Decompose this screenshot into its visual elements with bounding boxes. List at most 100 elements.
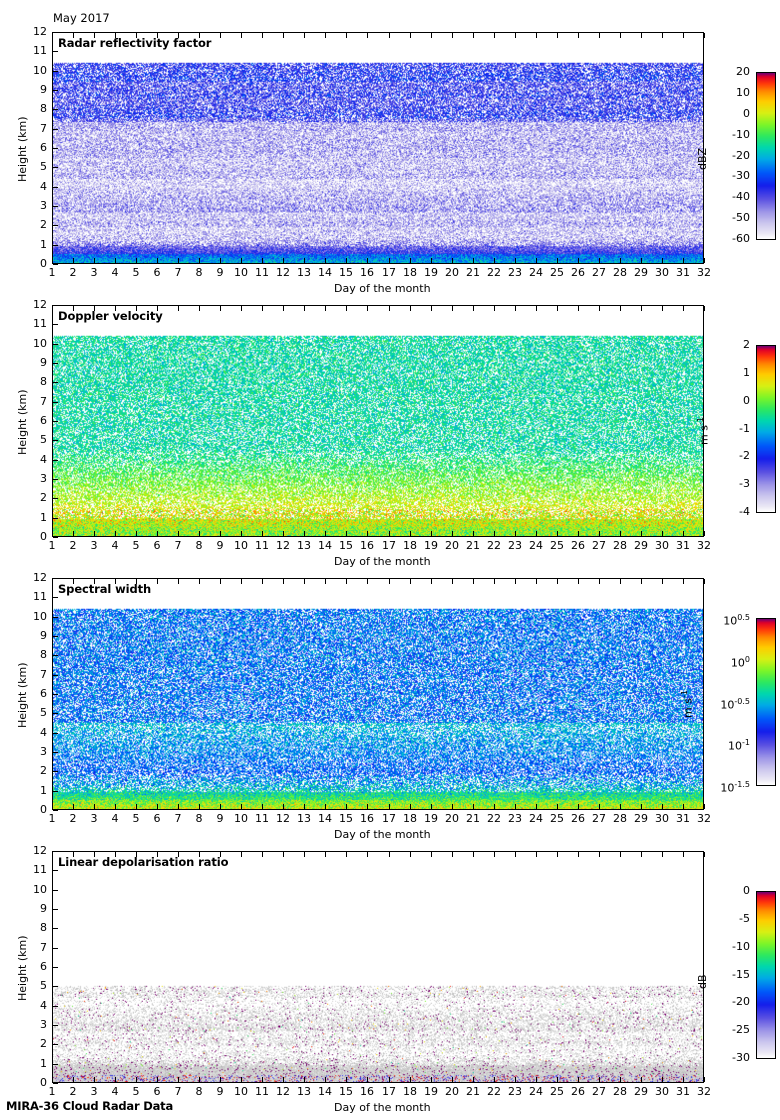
x-tick-mark-top	[52, 33, 53, 38]
x-tick-mark-top	[704, 33, 705, 38]
x-tick-mark	[494, 804, 495, 809]
x-tick-mark-top	[557, 33, 558, 38]
colorbar-tick-label: -10	[732, 128, 750, 141]
y-tick-label: 0	[40, 1076, 47, 1089]
x-tick-mark	[178, 804, 179, 809]
x-tick-mark-top	[494, 306, 495, 311]
x-tick-label: 24	[529, 812, 543, 825]
y-tick-label: 7	[40, 122, 47, 135]
y-tick-mark	[53, 909, 58, 910]
x-tick-mark	[115, 258, 116, 263]
x-tick-mark-top	[94, 579, 95, 584]
x-tick-mark	[283, 1077, 284, 1082]
x-tick-mark	[94, 1077, 95, 1082]
y-tick-mark	[53, 1006, 58, 1007]
x-tick-mark	[641, 1077, 642, 1082]
y-tick-label: 6	[40, 141, 47, 154]
y-tick-label: 5	[40, 979, 47, 992]
x-tick-mark	[346, 804, 347, 809]
colorbar-tick-label: -40	[732, 190, 750, 203]
x-tick-mark-top	[94, 33, 95, 38]
y-tick-label: 11	[33, 44, 47, 57]
x-tick-mark-top	[683, 33, 684, 38]
y-tick-label: 2	[40, 764, 47, 777]
x-tick-mark-top	[578, 33, 579, 38]
x-tick-mark	[599, 804, 600, 809]
x-tick-mark	[241, 804, 242, 809]
x-tick-mark	[683, 1077, 684, 1082]
x-tick-mark-top	[262, 852, 263, 857]
x-tick-mark	[389, 804, 390, 809]
x-tick-label: 2	[69, 1085, 77, 1098]
x-tick-mark-top	[115, 306, 116, 311]
x-tick-mark	[136, 531, 137, 536]
x-tick-mark	[536, 804, 537, 809]
x-tick-label: 19	[424, 1085, 438, 1098]
y-tick-label: 10	[33, 337, 47, 350]
colorbar-gradient	[757, 619, 775, 785]
x-tick-label: 31	[676, 812, 690, 825]
x-tick-mark	[52, 531, 53, 536]
x-tick-mark-top	[494, 852, 495, 857]
x-tick-mark	[94, 258, 95, 263]
x-tick-mark-top	[325, 852, 326, 857]
x-tick-label: 2	[69, 266, 77, 279]
x-tick-label: 22	[487, 266, 501, 279]
x-tick-mark	[452, 1077, 453, 1082]
x-tick-mark-top	[452, 33, 453, 38]
x-tick-label: 12	[276, 812, 290, 825]
x-tick-mark-top	[704, 852, 705, 857]
x-tick-mark-top	[115, 579, 116, 584]
x-tick-label: 25	[550, 266, 564, 279]
x-tick-mark	[410, 531, 411, 536]
x-tick-mark-top	[620, 579, 621, 584]
x-tick-mark-top	[389, 852, 390, 857]
y-axis-label: Height (km)	[16, 662, 29, 728]
x-tick-mark	[199, 804, 200, 809]
x-tick-mark	[178, 531, 179, 536]
x-tick-mark-top	[136, 579, 137, 584]
x-tick-mark-top	[515, 579, 516, 584]
colorbar-tick-label: 0	[743, 394, 750, 407]
x-tick-label: 19	[424, 266, 438, 279]
y-tick-mark	[53, 225, 58, 226]
x-tick-label: 26	[571, 266, 585, 279]
y-tick-mark	[53, 498, 58, 499]
x-tick-mark	[431, 1077, 432, 1082]
y-tick-label: 11	[33, 590, 47, 603]
x-tick-label: 32	[697, 266, 711, 279]
x-tick-mark-top	[304, 579, 305, 584]
x-tick-label: 30	[655, 539, 669, 552]
y-tick-label: 8	[40, 921, 47, 934]
x-tick-mark-top	[367, 579, 368, 584]
x-tick-mark-top	[241, 579, 242, 584]
x-tick-label: 5	[132, 266, 140, 279]
x-tick-mark-top	[641, 852, 642, 857]
x-tick-label: 32	[697, 812, 711, 825]
x-tick-label: 8	[195, 1085, 203, 1098]
x-tick-label: 21	[466, 539, 480, 552]
x-tick-mark	[346, 258, 347, 263]
x-tick-mark-top	[599, 852, 600, 857]
x-tick-mark-top	[452, 852, 453, 857]
x-tick-mark-top	[199, 33, 200, 38]
y-tick-mark	[53, 382, 58, 383]
x-tick-mark	[73, 804, 74, 809]
panel-title-radar-reflectivity-factor: Radar reflectivity factor	[58, 36, 212, 50]
x-tick-mark-top	[662, 579, 663, 584]
colorbar-unit-label: m s-1	[696, 417, 711, 445]
x-tick-mark-top	[389, 306, 390, 311]
footer-caption: MIRA-36 Cloud Radar Data	[6, 1099, 174, 1113]
y-tick-label: 5	[40, 160, 47, 173]
x-tick-mark-top	[157, 579, 158, 584]
x-tick-mark-top	[325, 579, 326, 584]
x-tick-mark-top	[157, 852, 158, 857]
y-tick-mark	[53, 928, 58, 929]
x-tick-mark-top	[367, 306, 368, 311]
y-tick-mark	[53, 655, 58, 656]
y-tick-mark	[53, 264, 58, 265]
x-tick-label: 8	[195, 539, 203, 552]
x-axis-label: Day of the month	[334, 282, 431, 295]
x-tick-mark-top	[241, 306, 242, 311]
x-tick-mark	[494, 531, 495, 536]
